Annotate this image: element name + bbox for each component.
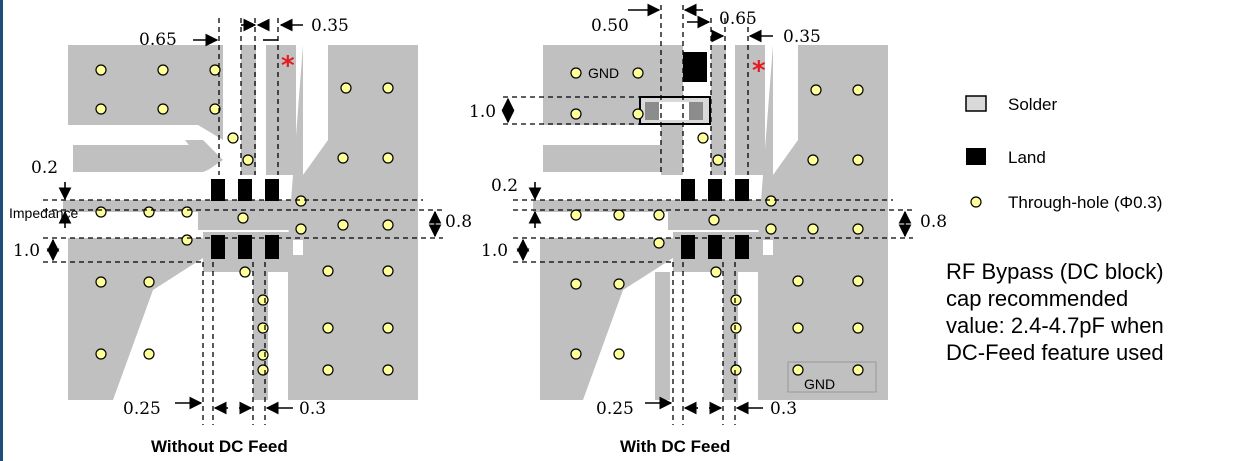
right-dim-050: 0.50 (591, 16, 629, 36)
right-dim-10: 1.0 (481, 241, 508, 261)
right-dim-08: 0.8 (920, 212, 947, 232)
right-caption: With DC Feed (620, 437, 730, 456)
left-dim-02: 0.2 (31, 158, 58, 178)
right-copper (533, 45, 888, 400)
right-dim-02: 0.2 (491, 176, 518, 196)
legend: Solder Land Through-hole (Φ0.3) (965, 95, 1162, 212)
through-hole-swatch (970, 196, 982, 208)
left-copper (63, 45, 418, 400)
dc-feed-component (639, 96, 711, 125)
right-star-marker: * (752, 56, 766, 86)
bypass-note: RF Bypass (DC block) cap recommended val… (946, 259, 1164, 365)
left-caption: Without DC Feed (151, 437, 288, 456)
left-dim-035: 0.35 (311, 16, 349, 36)
left-impedance-label: Impedance (9, 205, 78, 221)
left-dim-025: 0.25 (123, 399, 161, 419)
note-line-1: RF Bypass (DC block) (946, 259, 1164, 284)
note-line-3: value: 2.4-4.7pF when (946, 313, 1164, 338)
left-dim-arrows (46, 18, 442, 415)
legend-through-hole-label: Through-hole (Φ0.3) (1008, 193, 1162, 212)
gnd-box (787, 361, 877, 393)
right-footprint: 0.50 0.65 0.35 1.0 0.2 1.0 0.8 0.25 0.3 … (469, 3, 947, 456)
right-dim-lines (503, 5, 913, 425)
legend-solder-label: Solder (1008, 95, 1057, 114)
right-dim-065: 0.65 (719, 9, 757, 29)
legend-land-label: Land (1008, 148, 1046, 167)
note-line-4: DC-Feed feature used (946, 340, 1164, 365)
left-star-marker: * (281, 51, 295, 81)
right-dim-025: 0.25 (596, 399, 634, 419)
land-swatch (966, 148, 986, 165)
note-line-2: cap recommended (946, 286, 1128, 311)
right-dim-035: 0.35 (783, 27, 821, 47)
right-gnd-top: GND (588, 65, 619, 81)
right-dim-03: 0.3 (770, 399, 797, 419)
left-dim-065: 0.65 (139, 30, 177, 50)
left-dim-10: 1.0 (13, 241, 40, 261)
left-lands (211, 179, 279, 259)
solder-swatch (965, 95, 987, 112)
footprint-diagram: 0.65 0.35 0.2 Impedance 1.0 0.8 0.25 0.3… (9, 3, 1164, 456)
right-dim-10-top: 1.0 (469, 102, 496, 122)
left-dim-lines (43, 18, 443, 425)
left-dim-03: 0.3 (299, 399, 326, 419)
left-dim-08: 0.8 (445, 212, 472, 232)
left-footprint: 0.65 0.35 0.2 Impedance 1.0 0.8 0.25 0.3… (9, 16, 472, 456)
right-through-holes (570, 67, 864, 376)
right-dim-arrows (501, 3, 912, 415)
right-lands (681, 52, 749, 259)
right-gnd-bottom: GND (804, 376, 835, 392)
